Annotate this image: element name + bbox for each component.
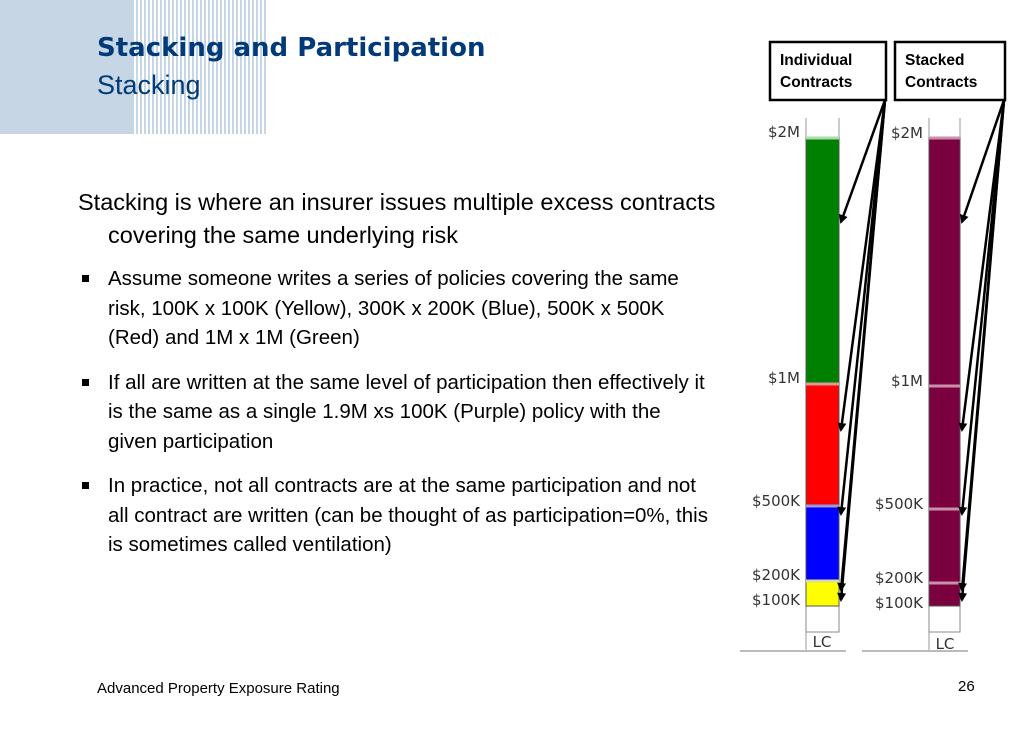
slide-body: Stacking is where an insurer issues mult… [78,186,718,575]
stacked-contracts-column: $2M $1M $500K $200K $100K LC [862,118,968,653]
stacked-contracts-callout: Stacked Contracts [893,40,1007,102]
footer-course-title: Advanced Property Exposure Rating [97,680,340,697]
tick-label-1m: $1M [891,372,923,390]
intro-text: Stacking is where an insurer issues mult… [78,189,716,248]
tick-label-100k: $100K [875,594,924,612]
callout-text-line: Contracts [780,74,852,91]
individual-contracts-column: $2M $1M $500K $200K $100K LC [740,118,846,652]
bullet-list: Assume someone writes a series of polici… [78,264,718,560]
tick-label-200k: $200K [875,569,924,587]
tick-label-1m: $1M [768,369,800,387]
page-number: 26 [958,678,975,695]
bullet-item: Assume someone writes a series of polici… [78,264,708,353]
tick-label-lc: LC [813,633,832,651]
individual-contracts-callout: Individual Contracts [768,40,888,102]
yellow-layer [805,580,840,607]
square-bullet-icon [82,482,89,489]
purple-layer [928,137,961,607]
callout-text-line: Stacked [905,52,964,69]
square-bullet-icon [82,275,89,282]
individual-arrows [837,99,887,602]
callout-box [893,40,1007,102]
bullet-text: Assume someone writes a series of polici… [108,267,679,349]
bullet-item: In practice, not all contracts are at th… [78,471,708,560]
arrow-to-green [839,99,887,224]
arrow-to-red [837,99,887,432]
red-layer [805,383,840,507]
arrow-to-purple-upper [958,99,1006,432]
green-layer [805,137,840,385]
lc-box [928,605,961,633]
corner-solid-block [0,0,134,134]
slide-subtitle: Stacking [97,70,201,100]
arrow-to-yellow-lower [837,99,887,602]
blue-layer [805,505,840,582]
lc-box [805,605,840,633]
tick-label-500k: $500K [752,492,801,510]
tick-label-500k: $500K [875,495,924,513]
square-bullet-icon [82,378,89,386]
bullet-text: In practice, not all contracts are at th… [108,474,708,556]
tick-label-100k: $100K [752,591,801,609]
tick-label-lc: LC [936,635,955,653]
corner-striped-block [136,0,268,134]
arrow-to-purple-bottom [958,99,1006,602]
callout-text-line: Contracts [905,74,977,91]
arrow-to-purple-top [960,99,1006,224]
corner-decoration [0,0,268,134]
callout-box [768,40,888,102]
callout-text-line: Individual [780,52,852,69]
slide-title: Stacking and Participation [97,33,486,63]
bullet-text: If all are written at the same level of … [108,370,705,453]
tick-label-2m: $2M [768,123,800,141]
tick-label-2m: $2M [891,124,923,142]
stacked-arrows [958,99,1006,602]
tick-label-200k: $200K [752,566,801,584]
bullet-item: If all are written at the same level of … [78,368,708,457]
